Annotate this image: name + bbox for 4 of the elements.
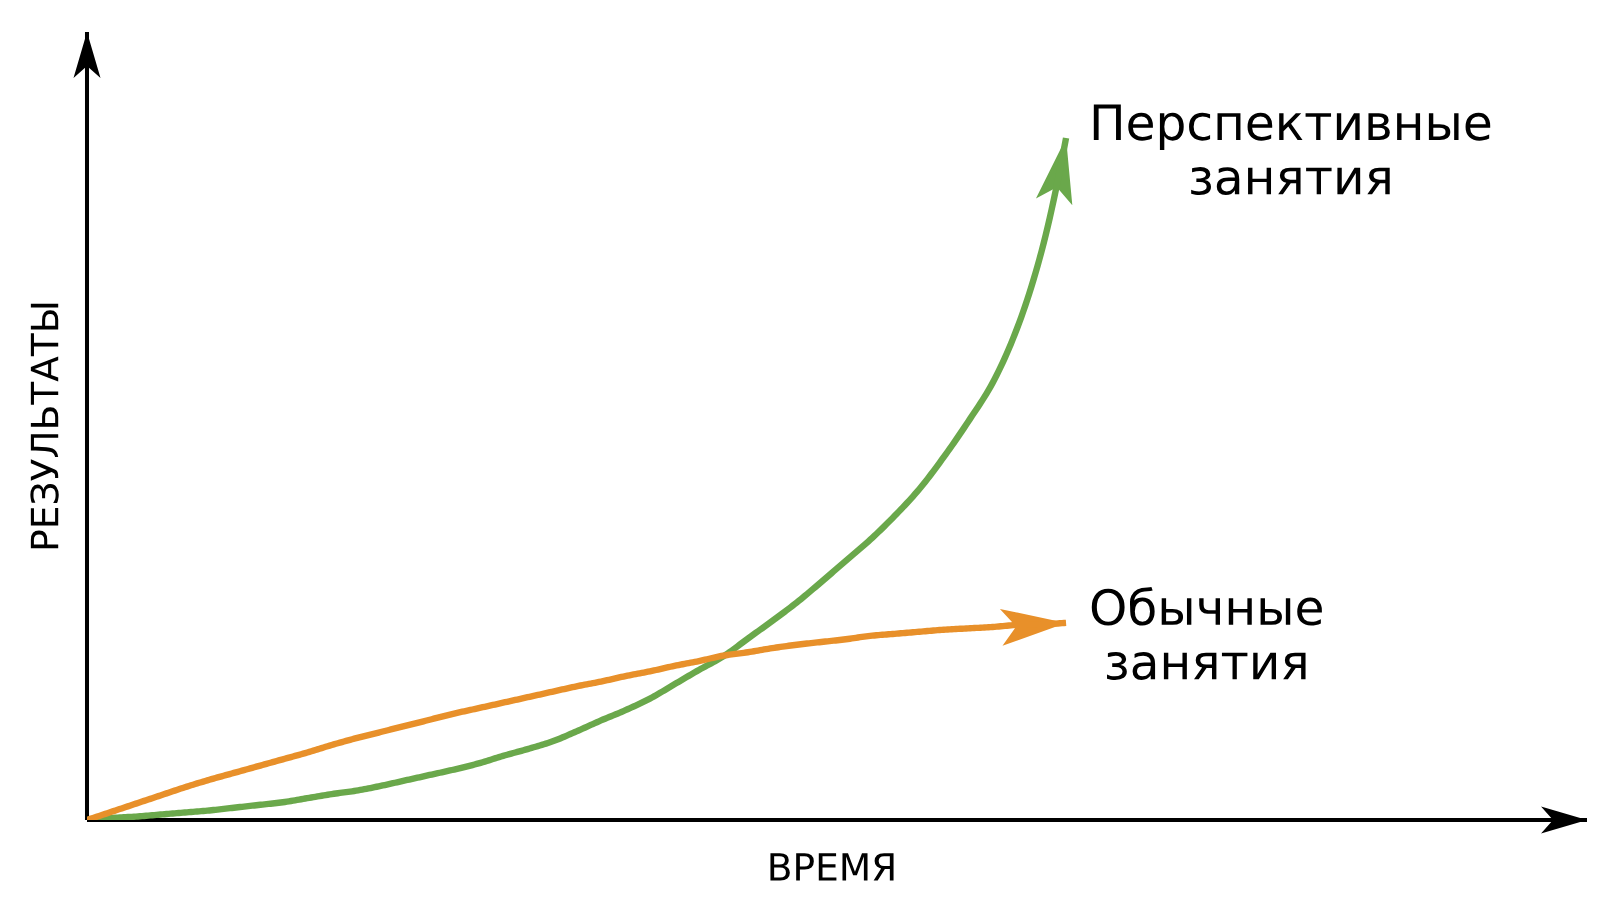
legend-label: Обычные занятия	[1091, 587, 1322, 680]
legend-label: Перспективные занятия	[1093, 104, 1491, 196]
y-axis-title: РЕЗУЛЬТАТЫ	[30, 303, 59, 549]
x-axis-title: ВРЕМЯ	[770, 853, 894, 881]
